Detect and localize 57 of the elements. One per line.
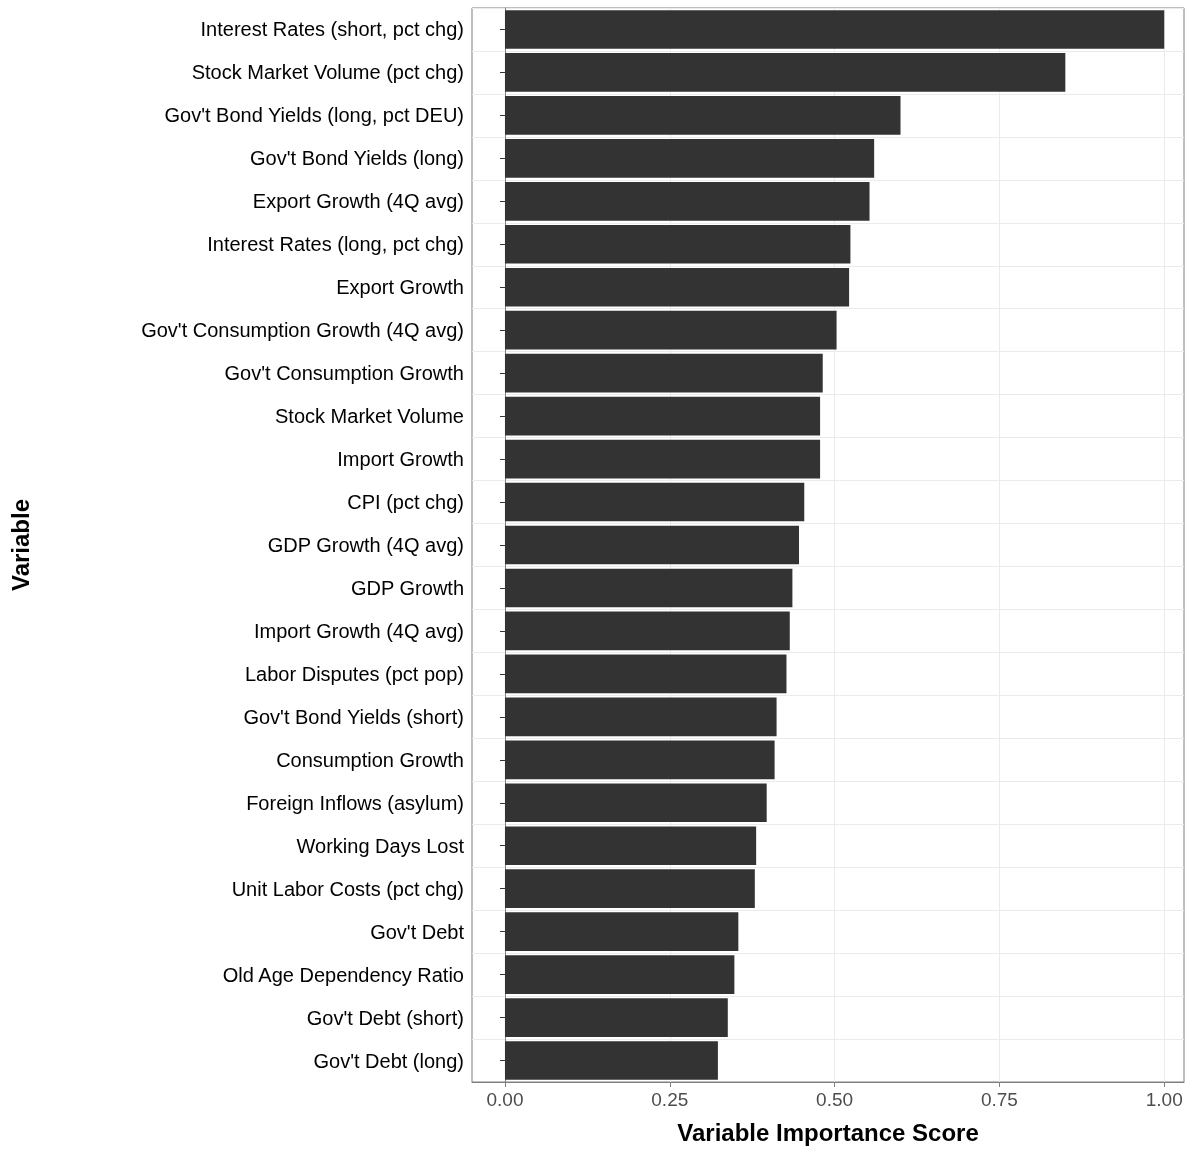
y-tick-label: Consumption Growth — [276, 748, 464, 771]
x-axis-title: Variable Importance Score — [677, 1118, 979, 1146]
bar — [504, 869, 755, 909]
bar — [504, 525, 799, 565]
y-tick-label: Gov't Debt (long) — [313, 1049, 464, 1072]
bar — [504, 654, 787, 694]
bar — [504, 740, 775, 780]
bar — [504, 439, 821, 479]
y-axis-title: Variable — [6, 498, 34, 592]
bar — [504, 396, 821, 436]
y-tick-label: Gov't Bond Yields (long) — [250, 147, 464, 170]
bar — [504, 568, 793, 608]
bar — [504, 267, 850, 307]
x-tick-label: 0.75 — [980, 1089, 1018, 1110]
bar — [504, 310, 837, 350]
bar — [504, 353, 823, 393]
bar — [504, 53, 1066, 92]
bar — [504, 482, 805, 522]
y-tick-label: GDP Growth — [351, 576, 464, 599]
y-tick-label: Working Days Lost — [296, 834, 465, 857]
bar — [504, 1041, 718, 1080]
y-tick-label: Old Age Dependency Ratio — [222, 963, 464, 986]
y-tick-label: Unit Labor Costs (pct chg) — [231, 877, 464, 900]
y-tick-label: Export Growth (4Q avg) — [252, 190, 464, 213]
bar — [504, 697, 777, 737]
y-tick-label: Interest Rates (long, pct chg) — [207, 233, 464, 256]
x-tick-label: 0.50 — [816, 1089, 854, 1110]
y-tick-label: Stock Market Volume (pct chg) — [191, 61, 464, 84]
y-tick-label: Gov't Consumption Growth — [224, 362, 464, 385]
y-tick-label: Import Growth — [337, 448, 464, 471]
x-tick-label: 0.25 — [651, 1089, 689, 1110]
bar — [504, 783, 767, 823]
bar — [504, 139, 875, 178]
y-tick-label: CPI (pct chg) — [347, 491, 464, 514]
bar — [504, 10, 1165, 49]
y-tick-label: Labor Disputes (pct pop) — [244, 662, 464, 685]
y-tick-label: Gov't Debt — [370, 920, 465, 943]
bar — [504, 998, 728, 1037]
y-tick-label: Export Growth — [336, 276, 464, 299]
bar — [504, 955, 735, 994]
y-tick-label: Import Growth (4Q avg) — [253, 619, 464, 642]
y-tick-label: Interest Rates (short, pct chg) — [200, 18, 464, 41]
bar — [504, 96, 901, 135]
y-tick-label: Gov't Bond Yields (long, pct DEU) — [164, 104, 464, 127]
x-tick-label: 1.00 — [1145, 1089, 1183, 1110]
y-tick-label: Gov't Debt (short) — [306, 1006, 464, 1029]
x-tick-label: 0.00 — [486, 1089, 524, 1110]
bar — [504, 611, 790, 651]
bar — [504, 826, 757, 866]
bar — [504, 912, 739, 951]
y-tick-label: Foreign Inflows (asylum) — [246, 791, 464, 814]
y-tick-label: Gov't Consumption Growth (4Q avg) — [141, 319, 464, 342]
y-tick-label: Gov't Bond Yields (short) — [243, 705, 464, 728]
bar — [504, 224, 851, 264]
y-tick-label: GDP Growth (4Q avg) — [267, 534, 464, 556]
bar — [504, 181, 870, 221]
y-tick-label: Stock Market Volume — [275, 405, 464, 428]
